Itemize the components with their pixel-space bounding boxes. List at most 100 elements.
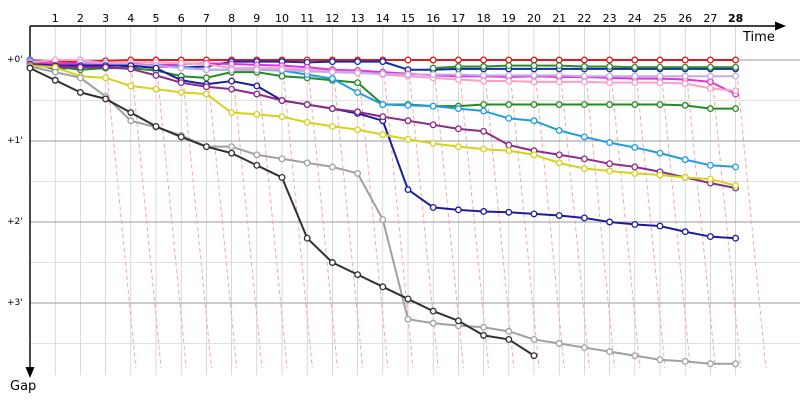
series-point [706, 84, 714, 92]
series-point [253, 82, 261, 90]
lap-tick-label: 5 [153, 12, 160, 25]
series-point [480, 63, 488, 70]
series-point [303, 159, 311, 167]
series-point [706, 78, 714, 86]
series-point [732, 56, 740, 64]
series-point [480, 101, 488, 108]
series-point [278, 113, 286, 121]
series-point [505, 114, 513, 122]
lap-guide-line [583, 59, 616, 368]
series-point [354, 88, 362, 96]
series-point [631, 144, 639, 151]
lap-guide-line [130, 59, 162, 368]
lap-guide-line [684, 59, 716, 368]
lap-tick-label: 15 [401, 12, 415, 25]
lap-guide-line [659, 59, 691, 368]
series-point [379, 101, 387, 108]
lap-guide-line [558, 59, 590, 368]
lap-tick-labels: 1 2 3 4 5 6 7 8 9 10 11 12 13 14 15 16 17 18 19 20 21 22 23 24 2… [52, 12, 744, 25]
series-point [152, 122, 160, 130]
series-point [706, 175, 714, 183]
series-point [303, 67, 311, 75]
series-point [480, 107, 488, 115]
series-point [480, 145, 488, 153]
lap-tick-label: 17 [451, 12, 465, 25]
series-point [177, 64, 185, 72]
series-point [606, 348, 614, 356]
series-point [454, 125, 462, 133]
series-point [328, 68, 336, 76]
series-point [706, 360, 714, 368]
series-point [480, 77, 488, 85]
series-point [631, 169, 639, 177]
series-point [379, 283, 387, 291]
series-point [706, 63, 714, 71]
series-point [177, 88, 185, 96]
series-point [51, 68, 59, 76]
lap-tick-label: 1 [52, 12, 59, 25]
series-point [606, 56, 614, 64]
lap-tick-label: 2 [77, 12, 84, 25]
series-point [732, 360, 740, 368]
x-axis-title: Time [742, 30, 775, 45]
series-point [580, 214, 588, 222]
series-point [530, 71, 538, 79]
series-point [253, 90, 261, 98]
series-point [555, 78, 563, 86]
series-point [530, 56, 538, 64]
series-point [505, 208, 513, 216]
series-point [555, 212, 563, 219]
series-point [681, 156, 689, 164]
lap-tick-label: 12 [325, 12, 339, 25]
series-point [732, 63, 740, 71]
lap-tick-label: 26 [678, 12, 692, 25]
lap-tick-label: 23 [603, 12, 617, 25]
lap-guide-line [357, 59, 389, 368]
series-point [177, 79, 185, 87]
series-point [732, 234, 740, 242]
series-point [379, 113, 387, 121]
series-point [480, 71, 488, 79]
series-point [732, 182, 740, 189]
series-point [555, 159, 563, 167]
x-axis-arrowhead [775, 21, 786, 31]
series-point [505, 327, 513, 335]
series-point [328, 122, 336, 130]
lap-guide-line [609, 59, 641, 368]
series-point [328, 58, 336, 66]
series-point [429, 56, 437, 64]
lap-guide-line [382, 59, 414, 368]
series-point [656, 79, 664, 87]
series-point [530, 210, 538, 218]
lap-tick-label: 18 [477, 12, 491, 25]
series-point [681, 72, 689, 80]
series-point [681, 173, 689, 181]
series-point [354, 58, 362, 66]
series-point [454, 71, 462, 79]
series-point [202, 90, 210, 98]
series-point [379, 216, 387, 224]
series-point [606, 79, 614, 87]
series-point [454, 56, 462, 64]
series-point [505, 336, 513, 343]
lap-tick-label: 4 [127, 12, 134, 25]
lap-guide-line [735, 59, 767, 368]
lap-guide-line [457, 59, 490, 368]
lap-tick-label: 7 [203, 12, 210, 25]
series-point [606, 167, 614, 175]
lap-tick-label: 24 [628, 12, 642, 25]
series-point [404, 101, 412, 109]
series-point [480, 127, 488, 135]
gap-tick-label: +1' [7, 136, 23, 146]
lap-guide-line [634, 59, 666, 368]
series-point [228, 77, 236, 85]
series-point [379, 58, 387, 66]
series-point [555, 127, 563, 134]
lap-guide-line [231, 59, 263, 368]
series-point [228, 109, 236, 117]
series-point [404, 295, 412, 303]
series-point [580, 72, 588, 80]
lap-guide-line [205, 59, 238, 368]
series-point [580, 101, 588, 108]
